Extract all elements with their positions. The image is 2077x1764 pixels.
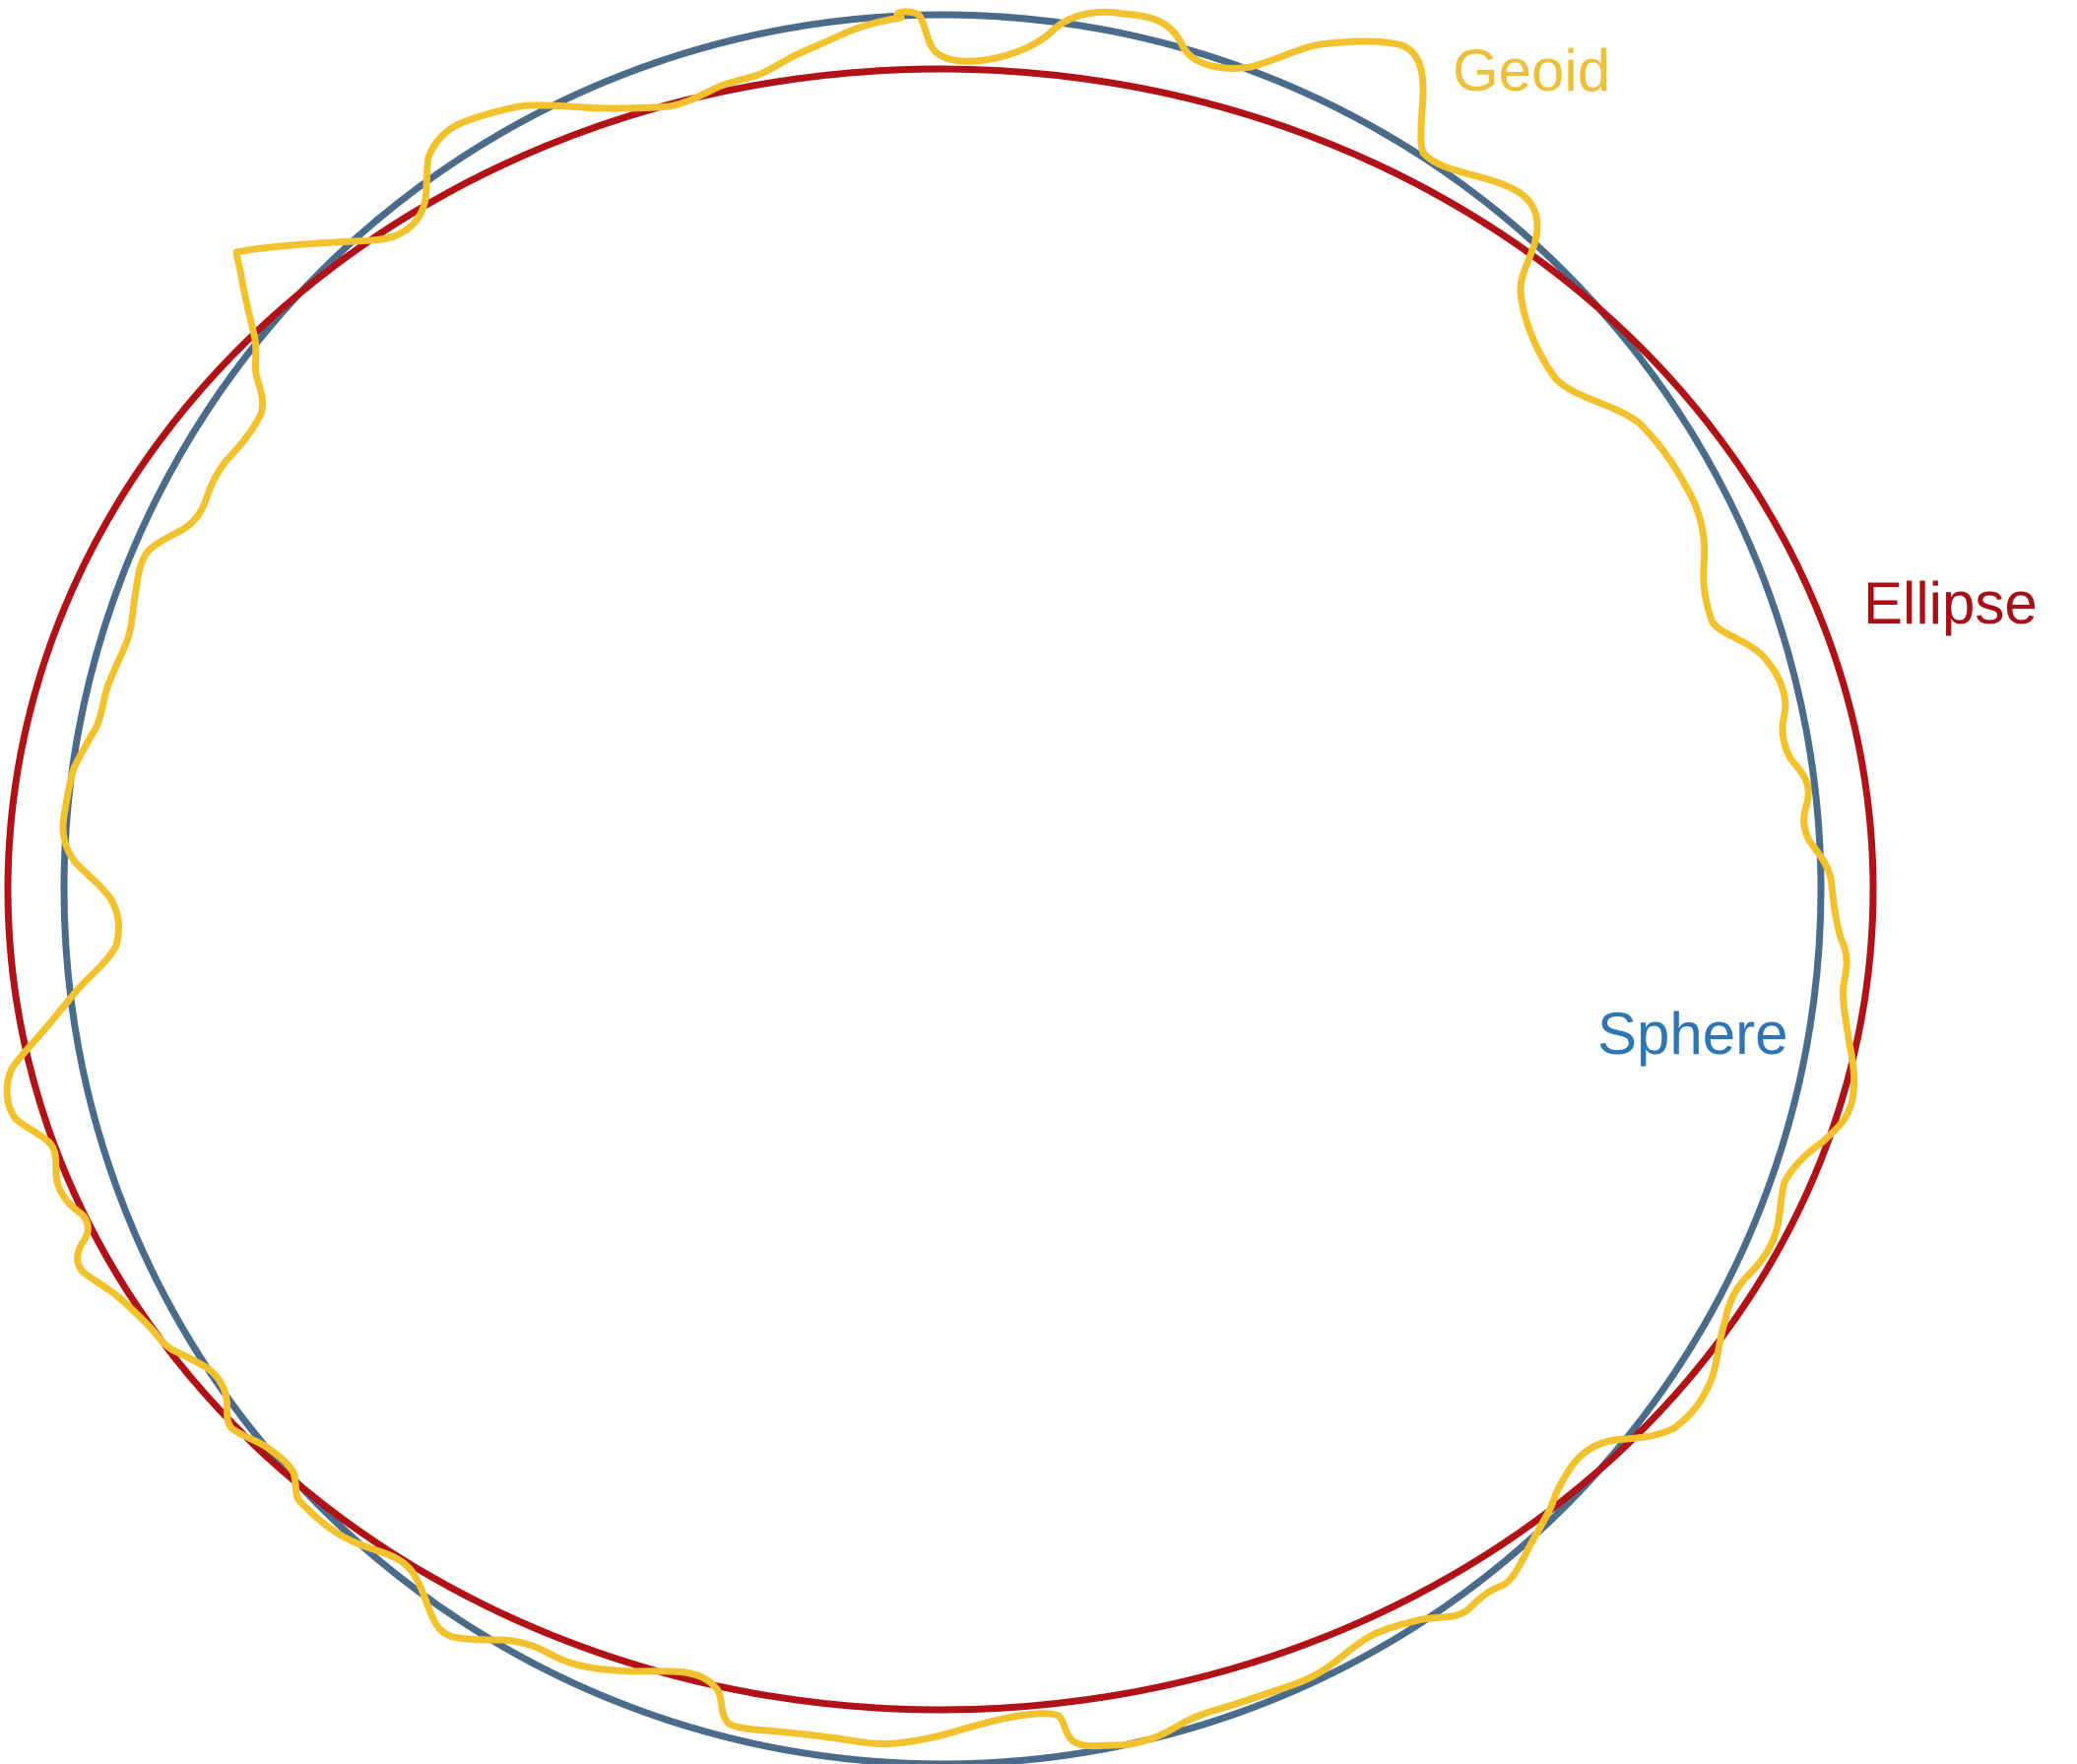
geoid-label: Geoid <box>1453 37 1610 103</box>
sphere-label: Sphere <box>1597 1001 1787 1067</box>
sphere-outline <box>60 11 1825 1764</box>
ellipse-outline <box>4 65 1877 1714</box>
ellipse-label: Ellipse <box>1863 570 2038 636</box>
geoid-outline <box>3 8 1858 1750</box>
